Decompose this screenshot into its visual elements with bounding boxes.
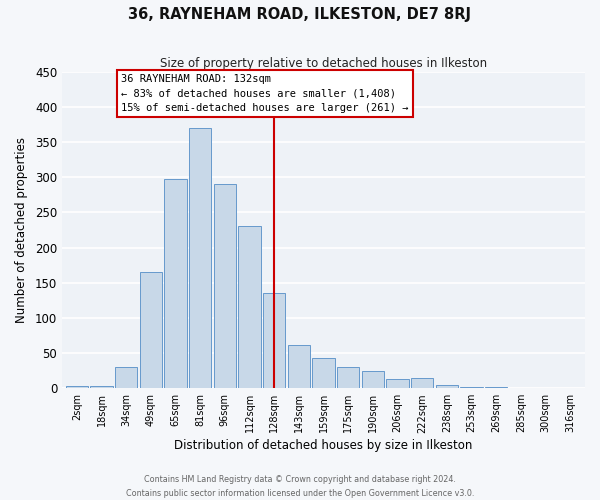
Title: Size of property relative to detached houses in Ilkeston: Size of property relative to detached ho…: [160, 58, 487, 70]
Bar: [386, 379, 409, 388]
Bar: [263, 293, 285, 388]
Bar: [337, 367, 359, 388]
Bar: [313, 358, 335, 388]
Bar: [460, 387, 482, 388]
Bar: [238, 226, 260, 388]
Bar: [164, 180, 187, 388]
Bar: [411, 378, 433, 388]
Text: 36 RAYNEHAM ROAD: 132sqm
← 83% of detached houses are smaller (1,408)
15% of sem: 36 RAYNEHAM ROAD: 132sqm ← 83% of detach…: [121, 74, 409, 112]
Bar: [362, 370, 384, 388]
Bar: [91, 386, 113, 388]
Bar: [115, 367, 137, 388]
Bar: [214, 184, 236, 388]
Y-axis label: Number of detached properties: Number of detached properties: [15, 137, 28, 323]
Bar: [66, 386, 88, 388]
Bar: [140, 272, 162, 388]
Bar: [288, 344, 310, 388]
Text: 36, RAYNEHAM ROAD, ILKESTON, DE7 8RJ: 36, RAYNEHAM ROAD, ILKESTON, DE7 8RJ: [128, 8, 472, 22]
Text: Contains HM Land Registry data © Crown copyright and database right 2024.
Contai: Contains HM Land Registry data © Crown c…: [126, 476, 474, 498]
X-axis label: Distribution of detached houses by size in Ilkeston: Distribution of detached houses by size …: [175, 440, 473, 452]
Bar: [436, 384, 458, 388]
Bar: [485, 387, 507, 388]
Bar: [189, 128, 211, 388]
